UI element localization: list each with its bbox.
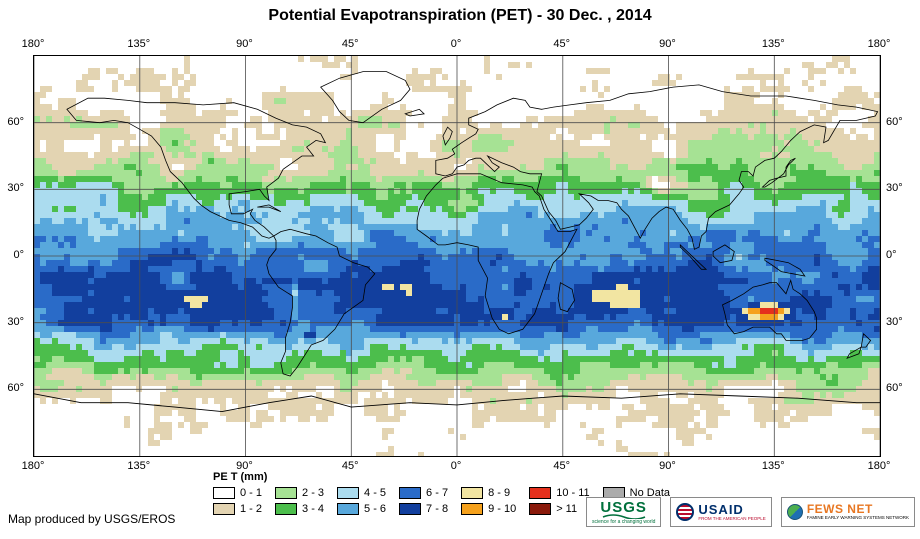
lat-label: 30° (7, 315, 24, 328)
lat-label: 60° (886, 382, 903, 395)
legend-item: 3 - 4 (275, 503, 324, 515)
axis-left: 60° 30° 0° 30° 60° (0, 55, 30, 455)
usaid-tagline: FROM THE AMERICAN PEOPLE (698, 515, 766, 521)
legend-item: 5 - 6 (337, 503, 386, 515)
legend-label: 8 - 9 (488, 487, 511, 499)
lon-label: 45° (553, 38, 571, 50)
lat-label: 60° (886, 115, 903, 128)
legend-swatch (529, 503, 552, 515)
fewsnet-logo-text: FEWS NET (806, 502, 873, 517)
legend-grid: 0 - 1 1 - 2 2 - 3 3 - 4 4 - 5 5 - 6 6 - 7 7 - 8… (213, 487, 670, 515)
usgs-tagline: science for a changing world (592, 518, 656, 525)
axis-top: 180° 135° 90° 45° 0° 45° 90° 135° 180° (22, 38, 891, 52)
legend-label: 9 - 10 (488, 503, 517, 515)
legend-label: No Data (629, 487, 670, 499)
axis-bottom: 180° 135° 90° 45° 0° 45° 90° 135° 180° (22, 460, 891, 474)
legend-label: 7 - 8 (426, 503, 449, 515)
usgs-wave-icon (602, 513, 645, 519)
usaid-logo: USAID FROM THE AMERICAN PEOPLE (670, 497, 772, 527)
legend: PE T (mm) 0 - 1 1 - 2 2 - 3 3 - 4 4 - 5 5 - 6… (213, 471, 670, 515)
usgs-logo-body: USGS science for a changing world (592, 500, 655, 525)
legend-swatch (275, 503, 298, 515)
legend-label: 0 - 1 (240, 487, 263, 499)
lon-label: 180° (867, 460, 891, 472)
lon-label: 90° (236, 460, 253, 472)
legend-item: > 11 (529, 503, 589, 515)
lon-label: 45° (553, 460, 571, 472)
fewsnet-tagline: FAMINE EARLY WARNING SYSTEMS NETWORK (806, 515, 909, 521)
credit-text: Map produced by USGS/EROS (8, 512, 176, 526)
globe-icon (786, 504, 803, 520)
lon-label: 135° (761, 460, 785, 472)
legend-label: 4 - 5 (364, 487, 387, 499)
legend-label: 1 - 2 (240, 503, 263, 515)
lon-label: 135° (127, 38, 151, 50)
legend-item: 0 - 1 (213, 487, 262, 499)
lon-label: 90° (659, 38, 676, 50)
legend-item: 4 - 5 (337, 487, 386, 499)
map-overlay (34, 56, 880, 456)
fewsnet-logo: FEWS NET FAMINE EARLY WARNING SYSTEMS NE… (780, 497, 915, 527)
legend-title: PE T (mm) (213, 471, 268, 483)
lon-label: 180° (21, 460, 45, 472)
usaid-seal-icon (676, 503, 695, 521)
legend-swatch (213, 503, 235, 515)
legend-swatch (399, 487, 422, 499)
legend-item: 7 - 8 (399, 503, 448, 515)
world-map (33, 55, 881, 457)
lon-label: 135° (127, 460, 151, 472)
legend-item: 8 - 9 (461, 487, 516, 499)
lat-label: 0° (886, 249, 897, 261)
legend-swatch (275, 487, 298, 499)
legend-swatch (461, 503, 484, 515)
lat-label: 0° (13, 249, 24, 261)
axis-right: 60° 30° 0° 30° 60° (884, 55, 918, 455)
legend-label: 3 - 4 (302, 503, 325, 515)
legend-item: 6 - 7 (399, 487, 448, 499)
legend-item: 10 - 11 (529, 487, 590, 499)
lat-label: 30° (886, 182, 903, 195)
lat-label: 60° (7, 382, 24, 395)
lat-label: 60° (7, 115, 24, 128)
lon-label: 180° (21, 38, 45, 50)
legend-label: 2 - 3 (302, 487, 325, 499)
lon-label: 90° (236, 38, 253, 50)
lon-label: 0° (450, 38, 462, 50)
legend-label: 10 - 11 (556, 487, 590, 499)
usaid-logo-body: USAID FROM THE AMERICAN PEOPLE (698, 503, 765, 522)
lat-label: 30° (7, 182, 24, 195)
legend-label: 5 - 6 (364, 503, 387, 515)
legend-swatch (213, 487, 235, 499)
legend-label: 6 - 7 (426, 487, 449, 499)
usgs-logo: USGS science for a changing world (586, 497, 662, 527)
logo-strip: USGS science for a changing world USAID … (586, 497, 915, 527)
usaid-logo-text: USAID (698, 501, 744, 517)
legend-swatch (337, 487, 360, 499)
lon-label: 0° (450, 460, 462, 472)
legend-swatch (399, 503, 422, 515)
lon-label: 180° (867, 38, 891, 50)
legend-swatch (337, 503, 360, 515)
usgs-logo-text: USGS (600, 498, 647, 516)
legend-item: 9 - 10 (461, 503, 516, 515)
legend-swatch (529, 487, 552, 499)
legend-label: > 11 (556, 503, 578, 515)
legend-swatch (461, 487, 484, 499)
lat-label: 30° (886, 315, 903, 328)
map-title: Potential Evapotranspiration (PET) - 30 … (268, 7, 652, 24)
lon-label: 135° (761, 38, 785, 50)
legend-item: 2 - 3 (275, 487, 324, 499)
lon-label: 45° (341, 38, 359, 50)
lon-label: 45° (341, 460, 359, 472)
lon-label: 90° (659, 460, 676, 472)
legend-item: 1 - 2 (213, 503, 262, 515)
fewsnet-logo-body: FEWS NET FAMINE EARLY WARNING SYSTEMS NE… (807, 503, 909, 521)
